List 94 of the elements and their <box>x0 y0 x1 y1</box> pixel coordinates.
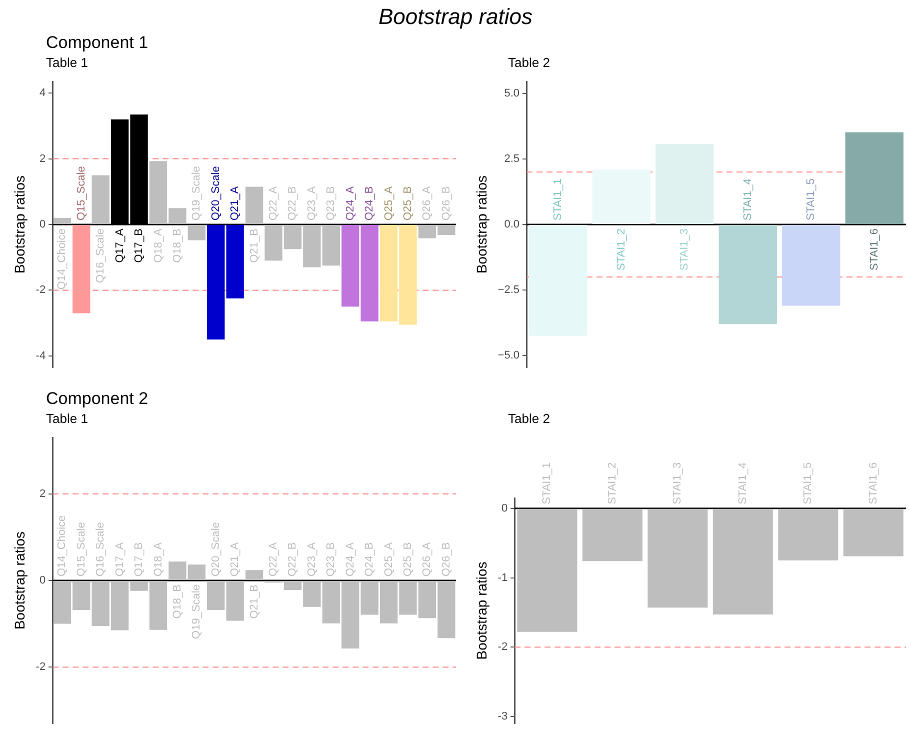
bar <box>245 570 264 580</box>
chart-title: Component 2 <box>45 388 150 410</box>
y-axis-title: Bootstrap ratios <box>473 175 490 274</box>
x-tick-label: Q21_B <box>248 228 260 263</box>
bar <box>529 225 588 336</box>
x-tick-label: Q23_B <box>325 186 338 220</box>
y-tick-label: 0 <box>501 502 508 514</box>
bar <box>845 132 904 224</box>
x-tick-label: Q18_A <box>152 228 164 263</box>
x-tick-label: Q23_A <box>306 186 318 220</box>
x-tick-label: Q19_Scale <box>190 584 203 639</box>
x-tick-label: Q19_Scale <box>190 166 203 220</box>
x-tick-label: STAI1_6 <box>868 228 880 270</box>
bar <box>245 186 264 224</box>
y-tick-label: -4 <box>36 350 46 362</box>
bar <box>53 218 72 224</box>
x-tick-label: STAI1_2 <box>615 228 628 270</box>
x-tick-label: Q21_A <box>229 542 242 576</box>
chart-title: Component 1 <box>45 32 150 54</box>
x-tick-label: Q20_Scale <box>210 166 222 220</box>
x-tick-label: STAI1_1 <box>541 462 554 504</box>
x-tick-label: Q18_B <box>171 584 184 619</box>
x-tick-label: STAI1_6 <box>867 462 880 504</box>
x-tick-label: STAI1_1 <box>552 178 564 220</box>
x-tick-label: Q24_A <box>344 186 356 220</box>
x-tick-label: Q24_B <box>364 542 376 576</box>
y-tick-label: 4 <box>39 87 46 100</box>
bar <box>656 144 714 224</box>
x-tick-label: STAI1_5 <box>805 178 818 220</box>
y-tick-label: 2 <box>39 488 46 500</box>
y-tick-label: 2 <box>39 152 46 165</box>
x-tick-label: Q26_A <box>421 186 434 220</box>
x-tick-label: Q22_A <box>268 542 280 576</box>
y-tick-label: 2.5 <box>504 152 520 165</box>
y-tick-label: 0.0 <box>504 218 520 231</box>
x-tick-label: Q15_Scale <box>75 522 88 576</box>
x-tick-label: STAI1_3 <box>672 462 684 504</box>
x-tick-label: Q17_B <box>133 542 146 576</box>
x-tick-label: Q21_A <box>229 186 242 220</box>
bar <box>718 225 777 324</box>
x-tick-label: Q23_A <box>306 542 318 576</box>
y-tick-label: 5.0 <box>504 87 520 100</box>
bar <box>92 175 110 224</box>
text: Bootstrap ratios <box>377 4 534 30</box>
x-tick-label: Q26_A <box>421 542 434 576</box>
bar <box>72 225 90 314</box>
x-tick-label: Q22_B <box>286 186 299 220</box>
y-tick-label: -2 <box>498 641 508 654</box>
x-tick-label: Q14_Choice <box>56 515 68 576</box>
x-tick-label: Q20_Scale <box>210 522 222 576</box>
x-tick-label: Q18_A <box>152 542 164 576</box>
y-tick-label: -1 <box>498 572 508 584</box>
chart-subtitle: Table 1 <box>45 410 89 428</box>
x-tick-label: Q24_B <box>364 186 376 220</box>
y-tick-label: -2 <box>36 661 46 674</box>
x-tick-label: Q25_B <box>402 186 414 220</box>
bar <box>782 225 840 306</box>
bar <box>188 225 206 240</box>
x-tick-label: STAI1_3 <box>678 228 691 270</box>
x-tick-label: STAI1_2 <box>606 462 618 504</box>
x-tick-label: Q17_A <box>114 542 126 576</box>
x-tick-label: Q16_Scale <box>94 522 107 576</box>
y-tick-label: 0 <box>39 218 46 231</box>
y-tick-label: -2 <box>36 284 46 296</box>
chart-subtitle: Table 1 <box>45 54 89 72</box>
y-axis-title: Bootstrap ratios <box>473 562 490 660</box>
y-axis-title: Bootstrap ratios <box>11 175 28 274</box>
x-tick-label: Q21_B <box>248 584 260 619</box>
x-tick-label: Q25_A <box>382 186 395 220</box>
y-tick-label: -3 <box>498 710 508 722</box>
x-tick-label: Q17_B <box>133 228 146 263</box>
x-tick-label: Q15_Scale <box>75 166 88 220</box>
x-tick-label: Q24_A <box>344 542 356 576</box>
y-tick-label: 0 <box>39 574 46 587</box>
x-tick-label: Q25_A <box>382 542 395 576</box>
chart-subtitle: Table 2 <box>507 410 551 428</box>
x-tick-label: Q16_Scale <box>94 228 107 283</box>
chart-subtitle: Table 2 <box>507 54 551 72</box>
y-tick-label: −5.0 <box>498 350 520 362</box>
x-tick-label: Q17_A <box>114 228 126 263</box>
x-tick-label: Q22_A <box>268 186 280 220</box>
x-tick-label: Q18_B <box>171 228 184 263</box>
x-tick-label: Q26_B <box>440 542 452 576</box>
x-tick-label: STAI1_5 <box>802 462 814 504</box>
x-tick-label: STAI1_4 <box>742 178 754 220</box>
x-tick-label: Q22_B <box>286 542 299 576</box>
x-tick-label: Q26_B <box>440 186 452 220</box>
x-tick-label: STAI1_4 <box>736 462 749 504</box>
x-tick-label: Q14_Choice <box>56 228 68 290</box>
x-tick-label: Q23_B <box>325 542 338 576</box>
y-axis-title: Bootstrap ratios <box>11 531 28 630</box>
bar <box>592 169 650 224</box>
x-tick-label: Q25_B <box>402 542 414 576</box>
y-tick-label: −2.5 <box>498 284 520 296</box>
